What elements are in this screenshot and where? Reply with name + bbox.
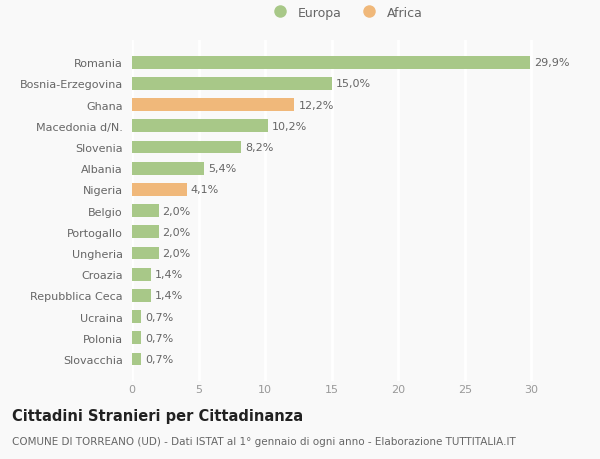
Bar <box>132 162 204 175</box>
Legend: Europa, Africa: Europa, Africa <box>268 7 422 20</box>
Bar <box>132 311 142 323</box>
Bar <box>132 353 142 365</box>
Text: 29,9%: 29,9% <box>534 58 569 68</box>
Text: 0,7%: 0,7% <box>145 333 173 343</box>
Bar <box>132 205 158 218</box>
Bar <box>132 99 295 112</box>
Bar <box>132 141 241 154</box>
Text: 2,0%: 2,0% <box>163 206 191 216</box>
Bar <box>132 184 187 196</box>
Text: 12,2%: 12,2% <box>298 101 334 110</box>
Bar <box>132 57 530 69</box>
Bar <box>132 247 158 260</box>
Bar <box>132 120 268 133</box>
Bar <box>132 268 151 281</box>
Text: 8,2%: 8,2% <box>245 143 274 153</box>
Text: 0,7%: 0,7% <box>145 354 173 364</box>
Text: 0,7%: 0,7% <box>145 312 173 322</box>
Bar <box>132 332 142 344</box>
Text: 4,1%: 4,1% <box>191 185 219 195</box>
Text: 2,0%: 2,0% <box>163 248 191 258</box>
Text: 1,4%: 1,4% <box>155 269 183 280</box>
Text: Cittadini Stranieri per Cittadinanza: Cittadini Stranieri per Cittadinanza <box>12 409 303 424</box>
Bar <box>132 289 151 302</box>
Text: 10,2%: 10,2% <box>272 122 307 132</box>
Bar <box>132 226 158 239</box>
Text: 15,0%: 15,0% <box>335 79 371 89</box>
Text: 2,0%: 2,0% <box>163 227 191 237</box>
Text: 5,4%: 5,4% <box>208 164 236 174</box>
Text: 1,4%: 1,4% <box>155 291 183 301</box>
Bar <box>132 78 332 90</box>
Text: COMUNE DI TORREANO (UD) - Dati ISTAT al 1° gennaio di ogni anno - Elaborazione T: COMUNE DI TORREANO (UD) - Dati ISTAT al … <box>12 436 516 446</box>
